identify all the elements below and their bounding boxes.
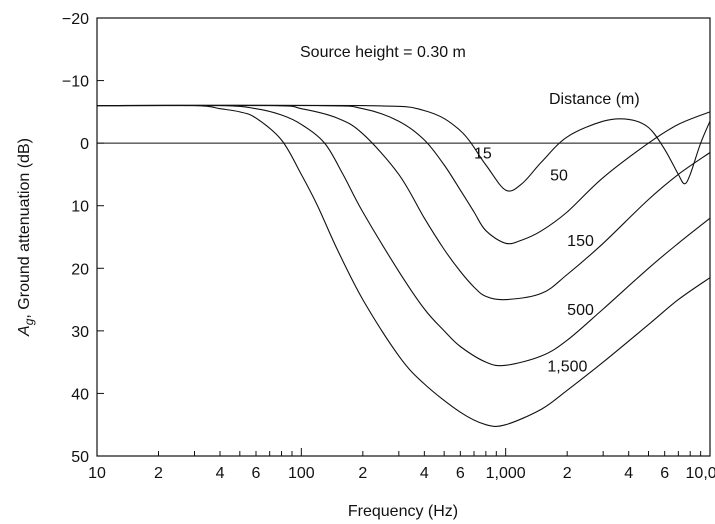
x-tick-label: 2 [154,465,163,482]
x-tick-label: 4 [420,465,429,482]
y-tick-label: 30 [71,324,89,341]
series-label: 15 [474,146,492,163]
x-tick-label: 1,000 [486,465,526,482]
x-tick-label: 2 [563,465,572,482]
x-tick-label: 4 [216,465,225,482]
y-tick-label: 10 [71,199,89,216]
series-line-500 [96,104,711,367]
y-tick-label: −20 [62,11,89,28]
y-axis-title: Ag, Ground attenuation (dB) [16,138,36,337]
x-tick-label: 10,000 [686,465,715,482]
series-line-1500 [96,104,711,428]
x-axis-title: Frequency (Hz) [348,503,458,520]
y-tick-label: 50 [71,449,89,466]
y-tick-label: 20 [71,261,89,278]
series-label: 1,500 [547,358,587,375]
y-axis-subscript: g [22,318,36,325]
series-label: 500 [567,302,594,319]
source-height-annotation: Source height = 0.30 m [300,44,466,61]
x-tick-label: 6 [252,465,261,482]
x-tick-label: 100 [288,465,315,482]
plot-frame [96,17,711,457]
y-tick-label: −10 [62,74,89,91]
y-axis-symbol: A [16,325,33,337]
x-tick-label: 6 [456,465,465,482]
x-tick-label: 4 [624,465,633,482]
series-line-15 [96,104,711,192]
x-axis-ticks: 10 2 4 6 100 2 4 6 1,000 2 4 6 10,000 [88,448,715,482]
series-label: 50 [550,167,568,184]
x-tick-label: 6 [660,465,669,482]
y-axis-ticks: −20 −10 0 10 20 30 40 50 [62,11,104,466]
x-tick-label: 10 [88,465,106,482]
y-axis-label-rest: , Ground attenuation (dB) [16,138,33,319]
series-line-50 [96,104,711,245]
y-tick-label: 40 [71,386,89,403]
legend-title: Distance (m) [549,91,640,108]
series-line-150 [96,104,711,301]
x-tick-label: 2 [358,465,367,482]
series-label: 150 [567,233,594,250]
series-layer: 15 50 150 500 1,500 [96,104,711,428]
y-tick-label: 0 [80,136,89,153]
